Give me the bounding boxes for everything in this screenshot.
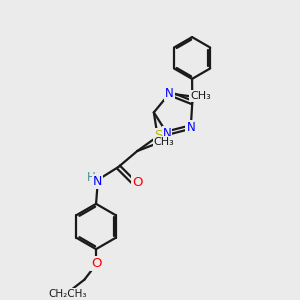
- Text: CH₃: CH₃: [154, 137, 174, 147]
- Text: N: N: [93, 175, 102, 188]
- Text: H: H: [87, 171, 95, 184]
- Text: CH₃: CH₃: [190, 92, 211, 101]
- Text: O: O: [132, 176, 142, 190]
- Text: O: O: [91, 257, 101, 270]
- Text: N: N: [165, 87, 174, 100]
- Text: S: S: [154, 129, 162, 142]
- Text: CH₂CH₃: CH₂CH₃: [49, 289, 87, 299]
- Text: N: N: [186, 121, 195, 134]
- Text: N: N: [163, 127, 171, 140]
